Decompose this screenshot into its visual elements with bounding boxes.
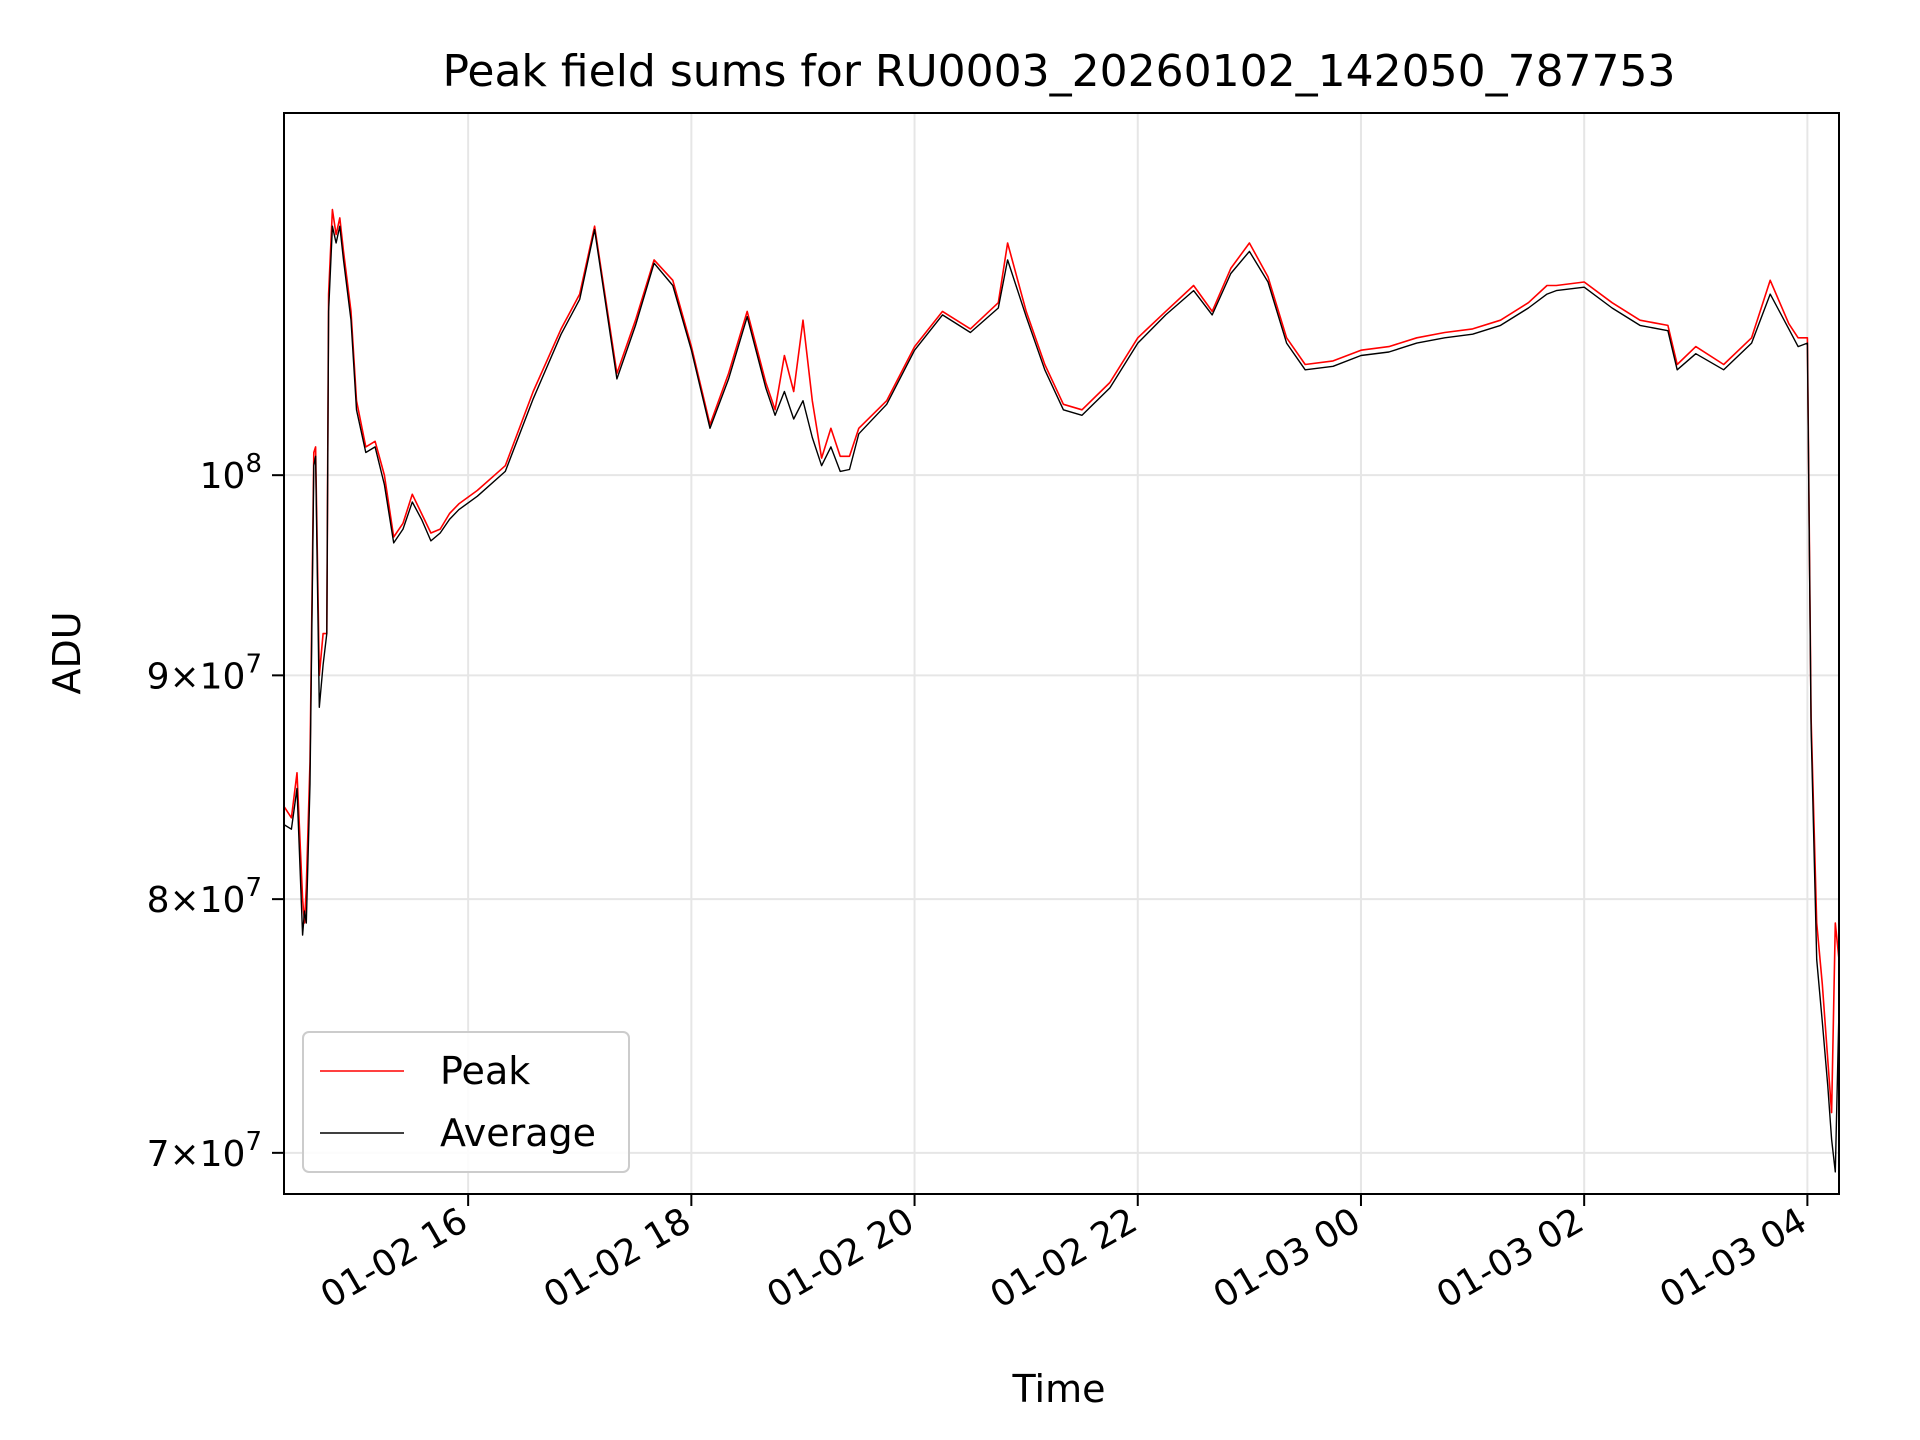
series-line-peak <box>283 208 1840 1114</box>
series-line-average <box>283 225 1840 1173</box>
x-tick-label: 01-03 02 <box>1430 1200 1591 1316</box>
y-tick-times: × <box>169 656 199 697</box>
plot-frame <box>283 112 1840 1195</box>
y-axis-label: ADU <box>45 611 89 694</box>
y-tick-label: 8×107 <box>147 873 262 921</box>
legend-box <box>302 1031 630 1173</box>
y-tick-base: 10 <box>200 456 246 497</box>
y-tick-mantissa: 9 <box>147 656 170 697</box>
y-tick-exponent: 7 <box>245 649 262 679</box>
x-axis-label: Time <box>1012 1367 1106 1411</box>
y-tick-exponent: 8 <box>245 449 262 479</box>
lines-layer <box>283 208 1840 1173</box>
x-tick-label: 01-02 18 <box>537 1200 698 1316</box>
y-tick-base: 10 <box>200 880 246 921</box>
y-tick-label: 108 <box>200 449 262 497</box>
y-tick-exponent: 7 <box>245 873 262 903</box>
y-tick-base: 10 <box>200 1134 246 1175</box>
y-tick-label: 9×107 <box>147 649 262 697</box>
y-tick-times: × <box>169 1134 199 1175</box>
y-tick-mantissa: 7 <box>147 1134 170 1175</box>
chart-title: Peak field sums for RU0003_20260102_1420… <box>442 46 1675 97</box>
x-tick-label: 01-03 00 <box>1207 1200 1368 1316</box>
x-tick-label: 01-02 20 <box>760 1200 921 1316</box>
x-tick-label: 01-03 04 <box>1653 1200 1814 1316</box>
y-tick-times: × <box>169 880 199 921</box>
legend-label-peak: Peak <box>440 1049 530 1093</box>
legend: Peak Average <box>302 1031 630 1173</box>
y-tick-mantissa: 8 <box>147 880 170 921</box>
legend-label-average: Average <box>440 1111 596 1155</box>
y-tick-label: 7×107 <box>147 1127 262 1175</box>
x-ticks: 01-02 16 01-02 18 01-02 20 01-02 22 01-03 00… <box>314 1194 1814 1317</box>
y-tick-exponent: 7 <box>245 1127 262 1157</box>
x-tick-label: 01-02 22 <box>984 1200 1145 1316</box>
x-tick-label: 01-02 16 <box>314 1200 475 1316</box>
y-tick-base: 10 <box>200 656 246 697</box>
